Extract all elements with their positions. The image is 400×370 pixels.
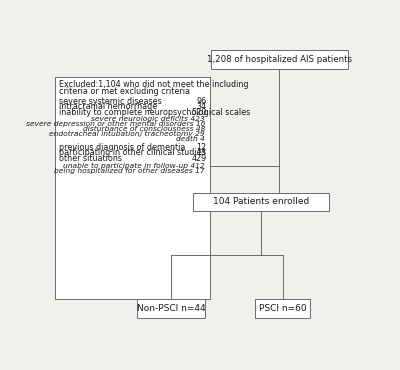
Text: inability to complete neuropsychological scales: inability to complete neuropsychological… [59, 108, 250, 117]
Text: 429: 429 [191, 154, 206, 163]
FancyBboxPatch shape [137, 299, 205, 318]
Text: death 4: death 4 [176, 136, 205, 142]
Text: being hospitalized for other diseases 17: being hospitalized for other diseases 17 [54, 168, 205, 174]
Text: 12: 12 [196, 143, 206, 152]
Text: Non-PSCI n=44: Non-PSCI n=44 [136, 304, 205, 313]
Text: severe depression or other mental disorders 16: severe depression or other mental disord… [26, 121, 205, 127]
Text: other situations: other situations [59, 154, 122, 163]
Text: 1,208 of hospitalized AIS patients: 1,208 of hospitalized AIS patients [207, 55, 352, 64]
FancyBboxPatch shape [211, 50, 348, 68]
Text: severe neurologic deficits 423: severe neurologic deficits 423 [91, 116, 205, 122]
Text: unable to participate in follow-up 412: unable to participate in follow-up 412 [63, 163, 205, 169]
Text: severe systemic diseases: severe systemic diseases [59, 97, 162, 106]
Text: disturbance of consciousness 48: disturbance of consciousness 48 [83, 126, 205, 132]
Text: 520: 520 [191, 108, 206, 117]
Text: 104 Patients enrolled: 104 Patients enrolled [213, 197, 309, 206]
Text: Excluded:1,104 who did not meet the including: Excluded:1,104 who did not meet the incl… [59, 80, 248, 90]
Text: 34: 34 [196, 102, 206, 111]
FancyBboxPatch shape [193, 192, 329, 211]
Text: participating in other clinical studies: participating in other clinical studies [59, 148, 206, 158]
FancyBboxPatch shape [255, 299, 310, 318]
Text: PSCI n=60: PSCI n=60 [259, 304, 306, 313]
FancyBboxPatch shape [55, 77, 210, 299]
Text: criteria or met excluding criteria: criteria or met excluding criteria [59, 87, 190, 96]
Text: intracranial hemorrhage: intracranial hemorrhage [59, 102, 157, 111]
Text: previous diagnosis of dementia: previous diagnosis of dementia [59, 143, 185, 152]
Text: 96: 96 [196, 97, 206, 106]
Text: endotracheal intubation/ tracheotomy 29: endotracheal intubation/ tracheotomy 29 [49, 131, 205, 137]
Text: 13: 13 [196, 148, 206, 158]
